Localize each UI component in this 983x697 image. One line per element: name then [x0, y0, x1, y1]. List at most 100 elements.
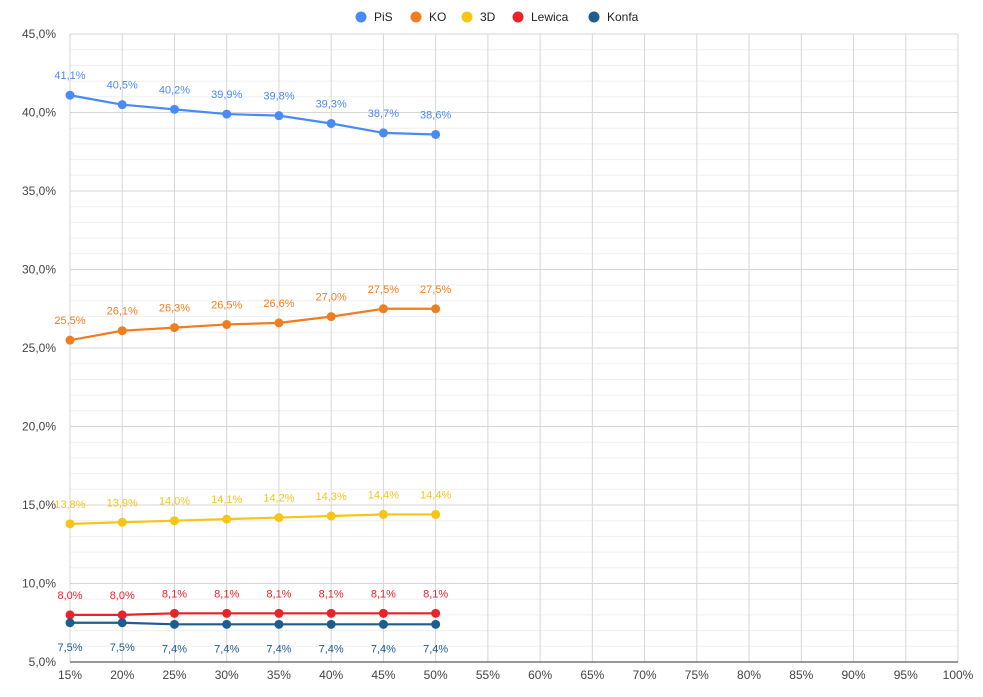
data-point-pis[interactable] [169, 104, 179, 114]
data-point-3d[interactable] [222, 514, 232, 524]
x-tick-label: 70% [633, 668, 657, 682]
series-line-ko [69, 307, 436, 342]
data-point-pis[interactable] [326, 118, 336, 128]
data-point-konfa[interactable] [274, 619, 284, 629]
data-point-pis[interactable] [117, 100, 127, 110]
data-label-3d: 14,3% [316, 491, 347, 503]
y-tick-label: 10,0% [22, 577, 56, 591]
data-point-pis[interactable] [274, 111, 284, 121]
legend-swatch [588, 11, 600, 23]
data-point-3d[interactable] [117, 517, 127, 527]
legend[interactable]: PiS KO 3D Lewica Konfa [355, 10, 639, 24]
data-point-lewica[interactable] [378, 608, 388, 618]
data-point-lewica[interactable] [274, 608, 284, 618]
legend-swatch [461, 11, 473, 23]
series-line-lewica [70, 612, 436, 617]
data-label-pis: 39,9% [211, 89, 242, 101]
data-point-ko[interactable] [274, 318, 284, 328]
data-label-3d: 14,0% [159, 496, 190, 508]
data-point-ko[interactable] [431, 304, 441, 314]
y-tick-label: 35,0% [22, 184, 56, 198]
legend-label: PiS [374, 10, 393, 24]
y-tick-label: 15,0% [22, 498, 56, 512]
data-label-konfa: 7,4% [371, 643, 396, 655]
data-point-3d[interactable] [378, 509, 388, 519]
data-label-3d: 13,8% [54, 499, 85, 511]
data-point-lewica[interactable] [65, 610, 75, 620]
data-point-konfa[interactable] [431, 619, 441, 629]
legend-item-ko[interactable]: KO [410, 10, 447, 24]
legend-item-lewica[interactable]: Lewica [512, 10, 569, 24]
data-point-ko[interactable] [326, 312, 336, 322]
data-point-ko[interactable] [65, 335, 75, 345]
data-point-lewica[interactable] [222, 608, 232, 618]
data-label-ko: 26,3% [159, 303, 190, 315]
y-axis-ticks: 5,0% 10,0% 15,0% 20,0% 25,0% 30,0% 35,0% 40,0% 4… [22, 27, 56, 669]
data-label-pis: 38,7% [368, 108, 399, 120]
data-label-pis: 38,6% [420, 109, 451, 121]
data-point-3d[interactable] [274, 513, 284, 523]
data-point-3d[interactable] [431, 509, 441, 519]
data-label-lewica: 8,1% [423, 588, 448, 600]
data-label-ko: 25,5% [54, 315, 85, 327]
data-label-konfa: 7,4% [214, 643, 239, 655]
data-point-3d[interactable] [169, 516, 179, 526]
data-label-3d: 14,2% [263, 493, 294, 505]
data-point-konfa[interactable] [222, 619, 232, 629]
legend-item-pis[interactable]: PiS [355, 10, 393, 24]
legend-swatch [410, 11, 422, 23]
data-point-ko[interactable] [169, 323, 179, 333]
data-point-lewica[interactable] [326, 608, 336, 618]
legend-item-3d[interactable]: 3D [461, 10, 496, 24]
x-tick-label: 85% [789, 668, 813, 682]
data-point-pis[interactable] [431, 129, 441, 139]
data-point-ko[interactable] [378, 304, 388, 314]
data-point-konfa[interactable] [378, 619, 388, 629]
legend-swatch [355, 11, 367, 23]
data-point-3d[interactable] [65, 519, 75, 529]
x-tick-label: 20% [110, 668, 134, 682]
x-tick-label: 40% [319, 668, 343, 682]
data-point-konfa[interactable] [169, 619, 179, 629]
legend-label: 3D [480, 10, 496, 24]
data-label-lewica: 8,1% [371, 588, 396, 600]
data-point-3d[interactable] [326, 511, 336, 521]
data-label-lewica: 8,1% [266, 588, 291, 600]
data-point-ko[interactable] [117, 326, 127, 336]
x-tick-label: 25% [162, 668, 186, 682]
data-label-3d: 13,9% [107, 497, 138, 509]
y-tick-label: 45,0% [22, 27, 56, 41]
data-label-konfa: 7,5% [57, 642, 82, 654]
series-points [65, 90, 441, 629]
data-label-3d: 14,4% [368, 489, 399, 501]
data-label-konfa: 7,4% [423, 643, 448, 655]
data-point-pis[interactable] [222, 109, 232, 119]
legend-item-konfa[interactable]: Konfa [588, 10, 639, 24]
y-tick-label: 25,0% [22, 341, 56, 355]
data-point-lewica[interactable] [169, 608, 179, 618]
x-tick-label: 35% [267, 668, 291, 682]
data-point-pis[interactable] [378, 128, 388, 138]
data-label-lewica: 8,1% [162, 588, 187, 600]
x-tick-label: 100% [943, 668, 974, 682]
data-point-konfa[interactable] [65, 618, 75, 628]
data-point-konfa[interactable] [326, 619, 336, 629]
data-point-lewica[interactable] [431, 608, 441, 618]
data-point-pis[interactable] [65, 90, 75, 100]
data-label-pis: 40,5% [107, 80, 138, 92]
data-point-lewica[interactable] [117, 610, 127, 620]
data-point-ko[interactable] [222, 319, 232, 329]
legend-label: Konfa [607, 10, 639, 24]
x-tick-label: 75% [685, 668, 709, 682]
data-label-ko: 26,5% [211, 299, 242, 311]
x-tick-label: 95% [894, 668, 918, 682]
x-tick-label: 90% [842, 668, 866, 682]
data-label-lewica: 8,0% [57, 590, 82, 602]
x-tick-label: 45% [371, 668, 395, 682]
data-label-ko: 26,6% [263, 298, 294, 310]
data-label-3d: 14,4% [420, 489, 451, 501]
x-axis-ticks: 15% 20% 25% 30% 35% 40% 45% 50% 55% 60% 65% 70% 75% 8… [58, 668, 974, 682]
data-label-konfa: 7,4% [266, 643, 291, 655]
x-tick-label: 60% [528, 668, 552, 682]
data-point-konfa[interactable] [117, 618, 127, 628]
